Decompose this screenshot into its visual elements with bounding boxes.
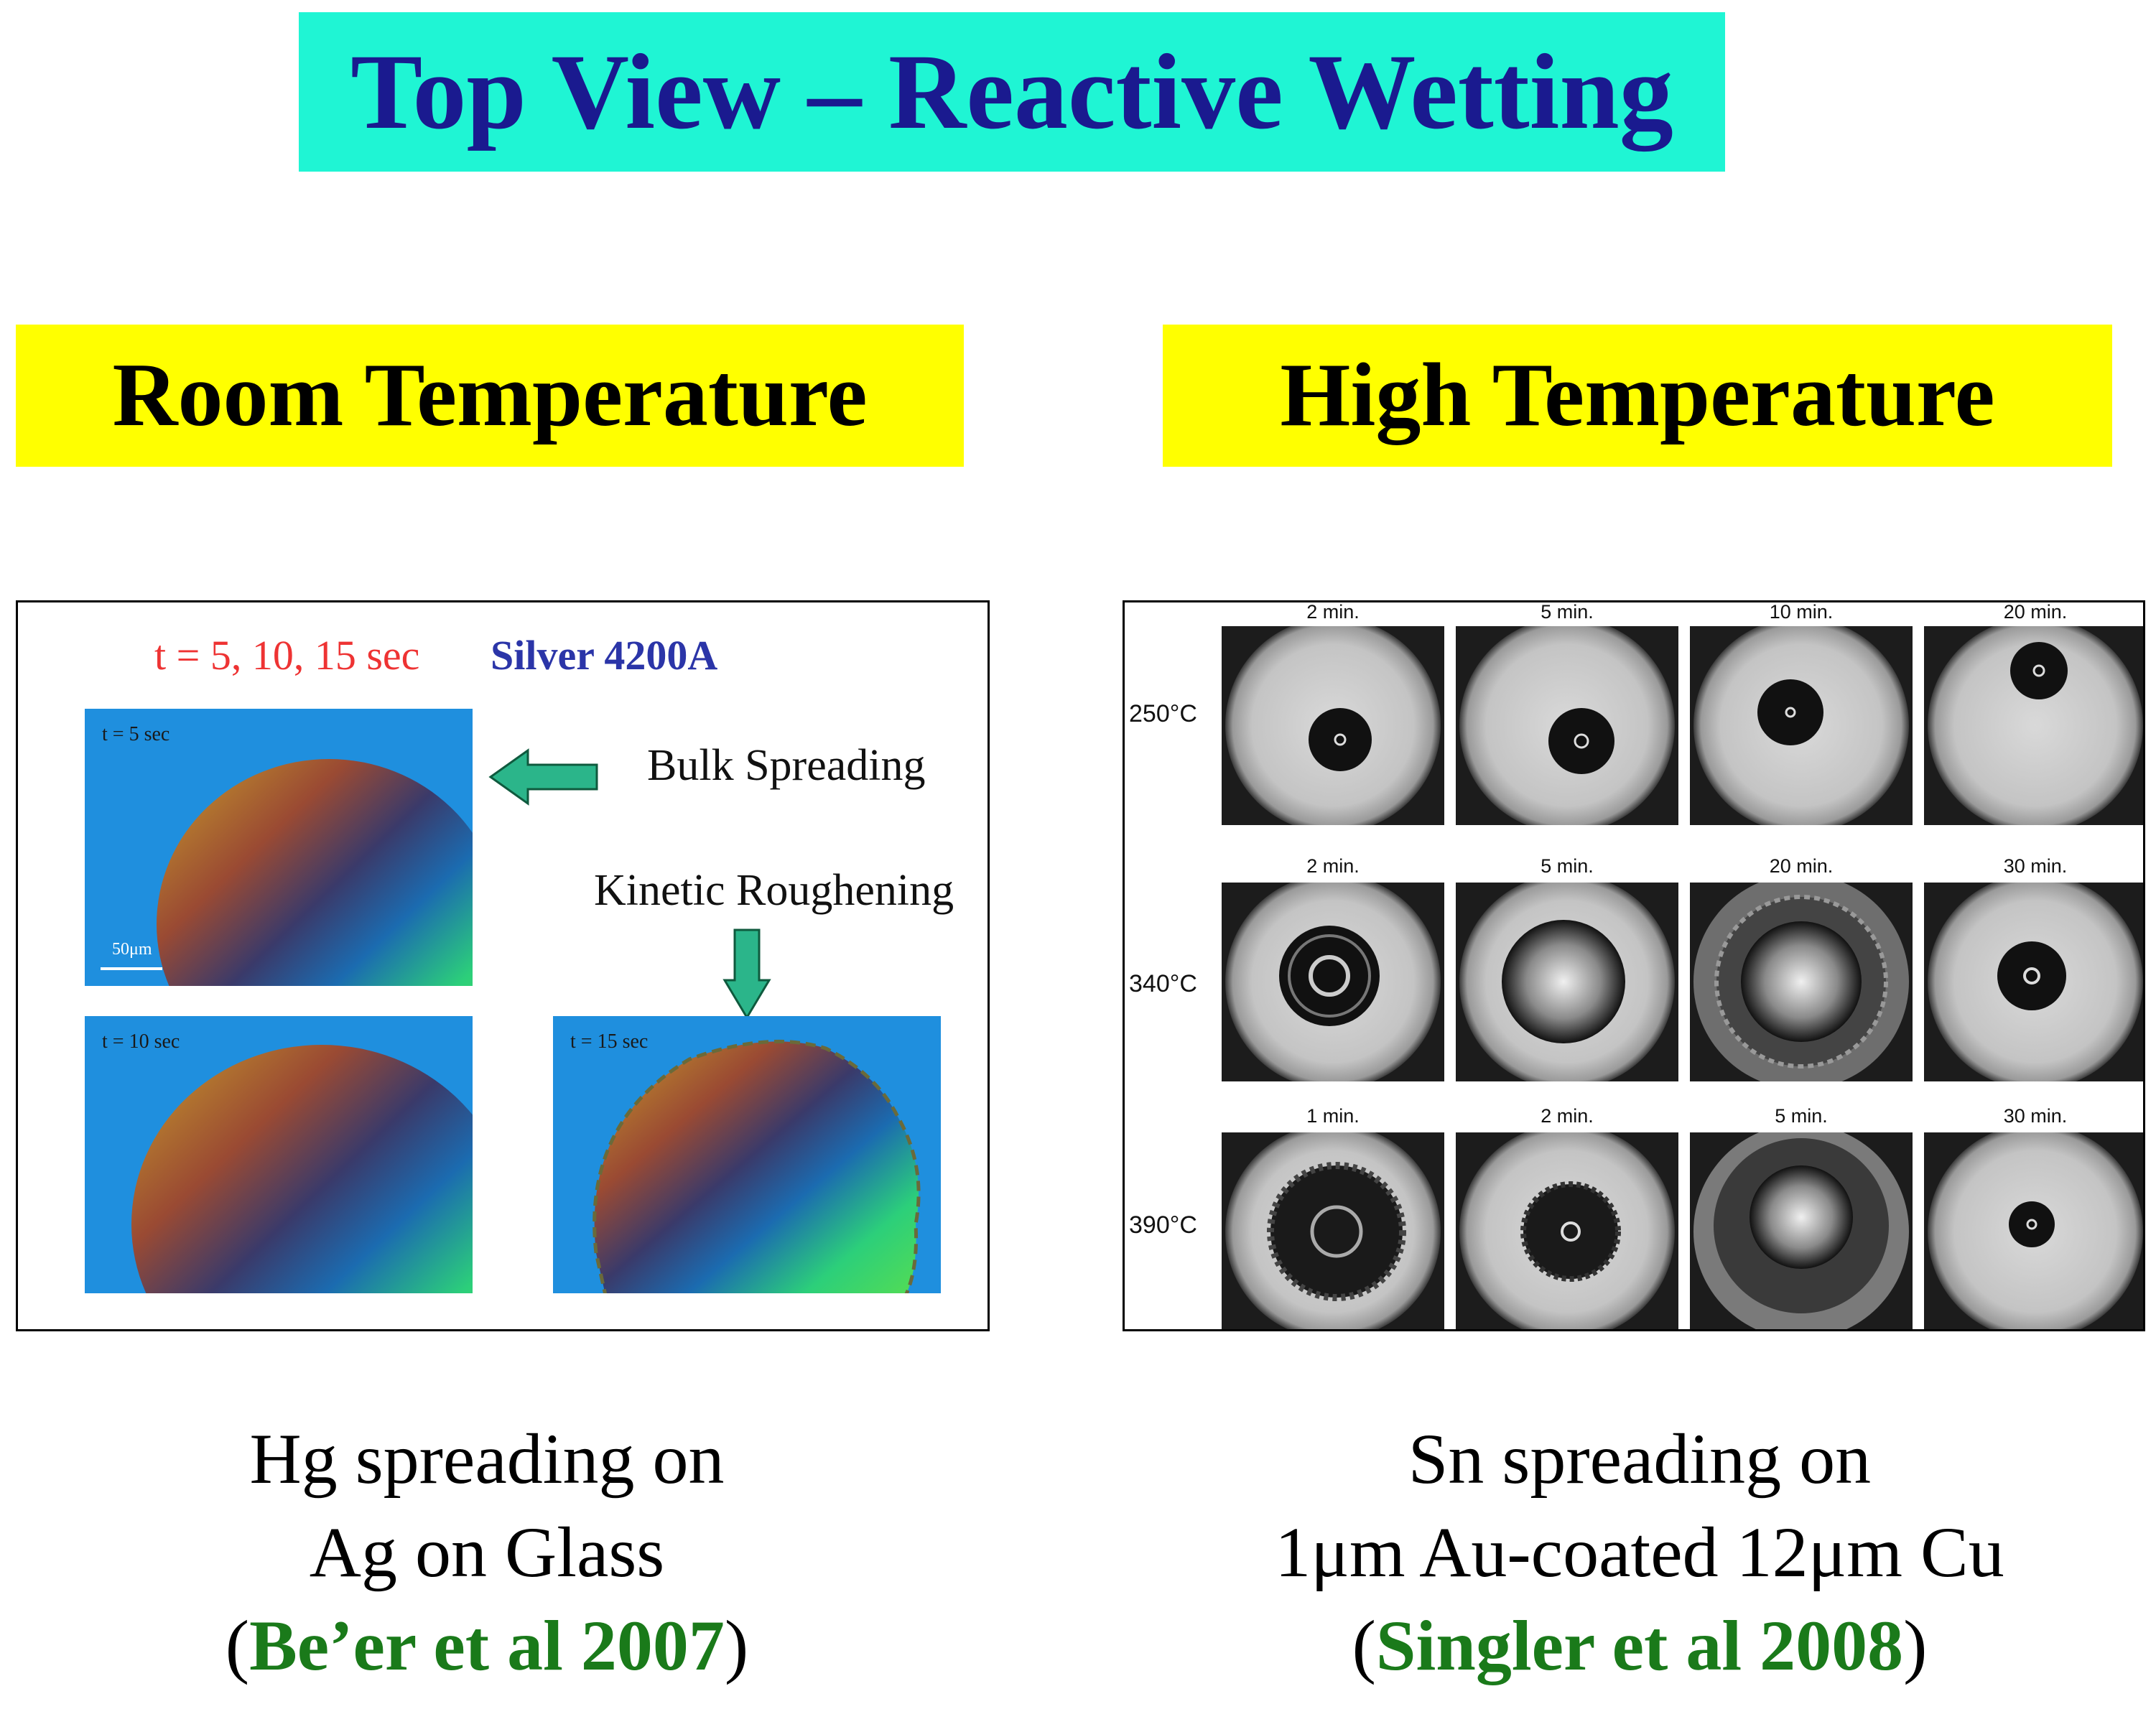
- time-label: 20 min.: [2003, 601, 2068, 623]
- micrograph: [1222, 883, 1444, 1081]
- droplet-image: [157, 759, 473, 986]
- caption-reference-line: (Be’er et al 2007): [59, 1599, 915, 1693]
- left-arrow-icon: [488, 748, 598, 806]
- micrograph: [1690, 1132, 1913, 1329]
- micrograph: [1456, 626, 1678, 825]
- sn-spreading-figure: 250°C 2 min. 5 min. 10 min. 20 min. 340°…: [1123, 600, 2145, 1331]
- caption-line: Ag on Glass: [309, 1512, 665, 1592]
- caption-line: Sn spreading on: [1408, 1419, 1872, 1499]
- time-label: 5 min.: [1541, 601, 1594, 623]
- panel-time-label: t = 5 sec: [102, 723, 170, 745]
- time-label: 2 min.: [1306, 601, 1360, 623]
- micrograph: [1222, 1132, 1444, 1329]
- scale-bar: [101, 967, 162, 970]
- scale-label: 50μm: [112, 940, 152, 959]
- droplet-image: [131, 1045, 473, 1293]
- time-label: 2 min.: [1306, 855, 1360, 877]
- high-temperature-label: High Temperature: [1280, 345, 1995, 445]
- panel-time-label: t = 10 sec: [102, 1030, 180, 1053]
- reference: Be’er et al 2007: [249, 1606, 725, 1685]
- row-temp-label: 390°C: [1129, 1211, 1197, 1239]
- time-label: 30 min.: [2003, 1105, 2068, 1127]
- droplet-panel-5sec: t = 5 sec 50μm: [85, 709, 473, 986]
- paren-open: (: [1352, 1606, 1376, 1685]
- droplet-panel-15sec: t = 15 sec: [553, 1016, 941, 1293]
- time-label: 30 min.: [2003, 855, 2068, 877]
- micrograph: [1456, 883, 1678, 1081]
- room-temperature-label: Room Temperature: [112, 345, 868, 445]
- reference: Singler et al 2008: [1375, 1606, 1904, 1685]
- page-title: Top View – Reactive Wetting: [350, 32, 1673, 152]
- bulk-spreading-label: Bulk Spreading: [647, 741, 926, 790]
- micrograph: [1924, 626, 2143, 825]
- micrograph: [1690, 883, 1913, 1081]
- paren-close: ): [724, 1606, 749, 1685]
- time-label: 10 min.: [1769, 601, 1834, 623]
- droplet-panel-10sec: t = 10 sec: [85, 1016, 473, 1293]
- caption-line: 1μm Au-coated 12μm Cu: [1275, 1512, 2004, 1592]
- micrograph: [1924, 1132, 2143, 1329]
- micrograph: [1456, 1132, 1678, 1329]
- title-banner: Top View – Reactive Wetting: [299, 12, 1725, 172]
- time-label: 1 min.: [1306, 1105, 1360, 1127]
- room-temperature-header: Room Temperature: [16, 325, 964, 467]
- paren-close: ): [1903, 1606, 1928, 1685]
- time-label: 5 min.: [1775, 1105, 1828, 1127]
- caption-reference-line: (Singler et al 2008): [1162, 1599, 2117, 1693]
- row-temp-label: 250°C: [1129, 700, 1197, 727]
- paren-open: (: [225, 1606, 250, 1685]
- time-label: 2 min.: [1541, 1105, 1594, 1127]
- kinetic-roughening-label: Kinetic Roughening: [594, 866, 954, 915]
- hg-spreading-figure: t = 5, 10, 15 sec Silver 4200A Bulk Spre…: [16, 600, 990, 1331]
- time-label: 5 min.: [1541, 855, 1594, 877]
- panel-time-label: t = 15 sec: [570, 1030, 649, 1053]
- row-temp-label: 340°C: [1129, 970, 1197, 997]
- times-label: t = 5, 10, 15 sec: [154, 632, 420, 679]
- droplet-image: [593, 1039, 921, 1293]
- caption-line: Hg spreading on: [249, 1419, 725, 1499]
- down-arrow-icon: [722, 928, 771, 1020]
- high-temperature-header: High Temperature: [1163, 325, 2112, 467]
- micrograph: [1690, 626, 1913, 825]
- micrograph: [1924, 883, 2143, 1081]
- left-caption: Hg spreading on Ag on Glass (Be’er et al…: [59, 1412, 915, 1693]
- micrograph: [1222, 626, 1444, 825]
- time-label: 20 min.: [1769, 855, 1834, 877]
- sample-label: Silver 4200A: [491, 632, 718, 679]
- right-caption: Sn spreading on 1μm Au-coated 12μm Cu (S…: [1162, 1412, 2117, 1693]
